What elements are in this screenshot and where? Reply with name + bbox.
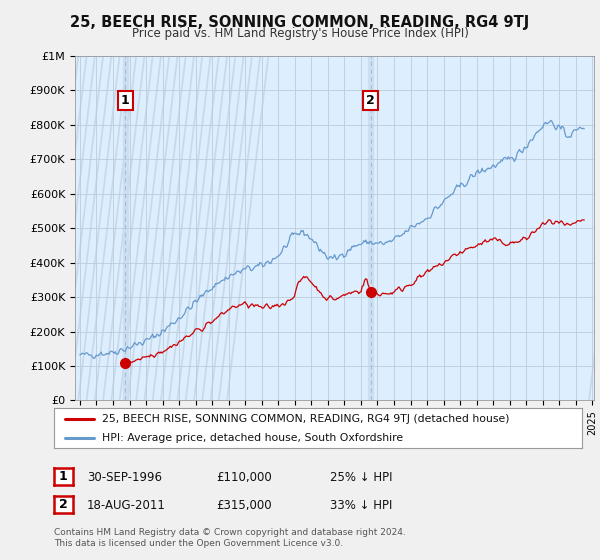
Text: 33% ↓ HPI: 33% ↓ HPI: [330, 498, 392, 512]
Text: HPI: Average price, detached house, South Oxfordshire: HPI: Average price, detached house, Sout…: [101, 433, 403, 443]
Text: £110,000: £110,000: [216, 470, 272, 484]
Text: £315,000: £315,000: [216, 498, 272, 512]
Text: Price paid vs. HM Land Registry's House Price Index (HPI): Price paid vs. HM Land Registry's House …: [131, 27, 469, 40]
Bar: [368, 56, 373, 400]
Text: 1: 1: [59, 470, 68, 483]
Text: 2: 2: [59, 498, 68, 511]
Text: 25, BEECH RISE, SONNING COMMON, READING, RG4 9TJ: 25, BEECH RISE, SONNING COMMON, READING,…: [70, 15, 530, 30]
Text: 25, BEECH RISE, SONNING COMMON, READING, RG4 9TJ (detached house): 25, BEECH RISE, SONNING COMMON, READING,…: [101, 414, 509, 424]
Text: 30-SEP-1996: 30-SEP-1996: [87, 470, 162, 484]
Text: Contains HM Land Registry data © Crown copyright and database right 2024.
This d: Contains HM Land Registry data © Crown c…: [54, 528, 406, 548]
Bar: [123, 56, 128, 400]
Text: 1: 1: [121, 94, 130, 108]
Text: 25% ↓ HPI: 25% ↓ HPI: [330, 470, 392, 484]
Text: 18-AUG-2011: 18-AUG-2011: [87, 498, 166, 512]
Text: 2: 2: [367, 94, 375, 108]
